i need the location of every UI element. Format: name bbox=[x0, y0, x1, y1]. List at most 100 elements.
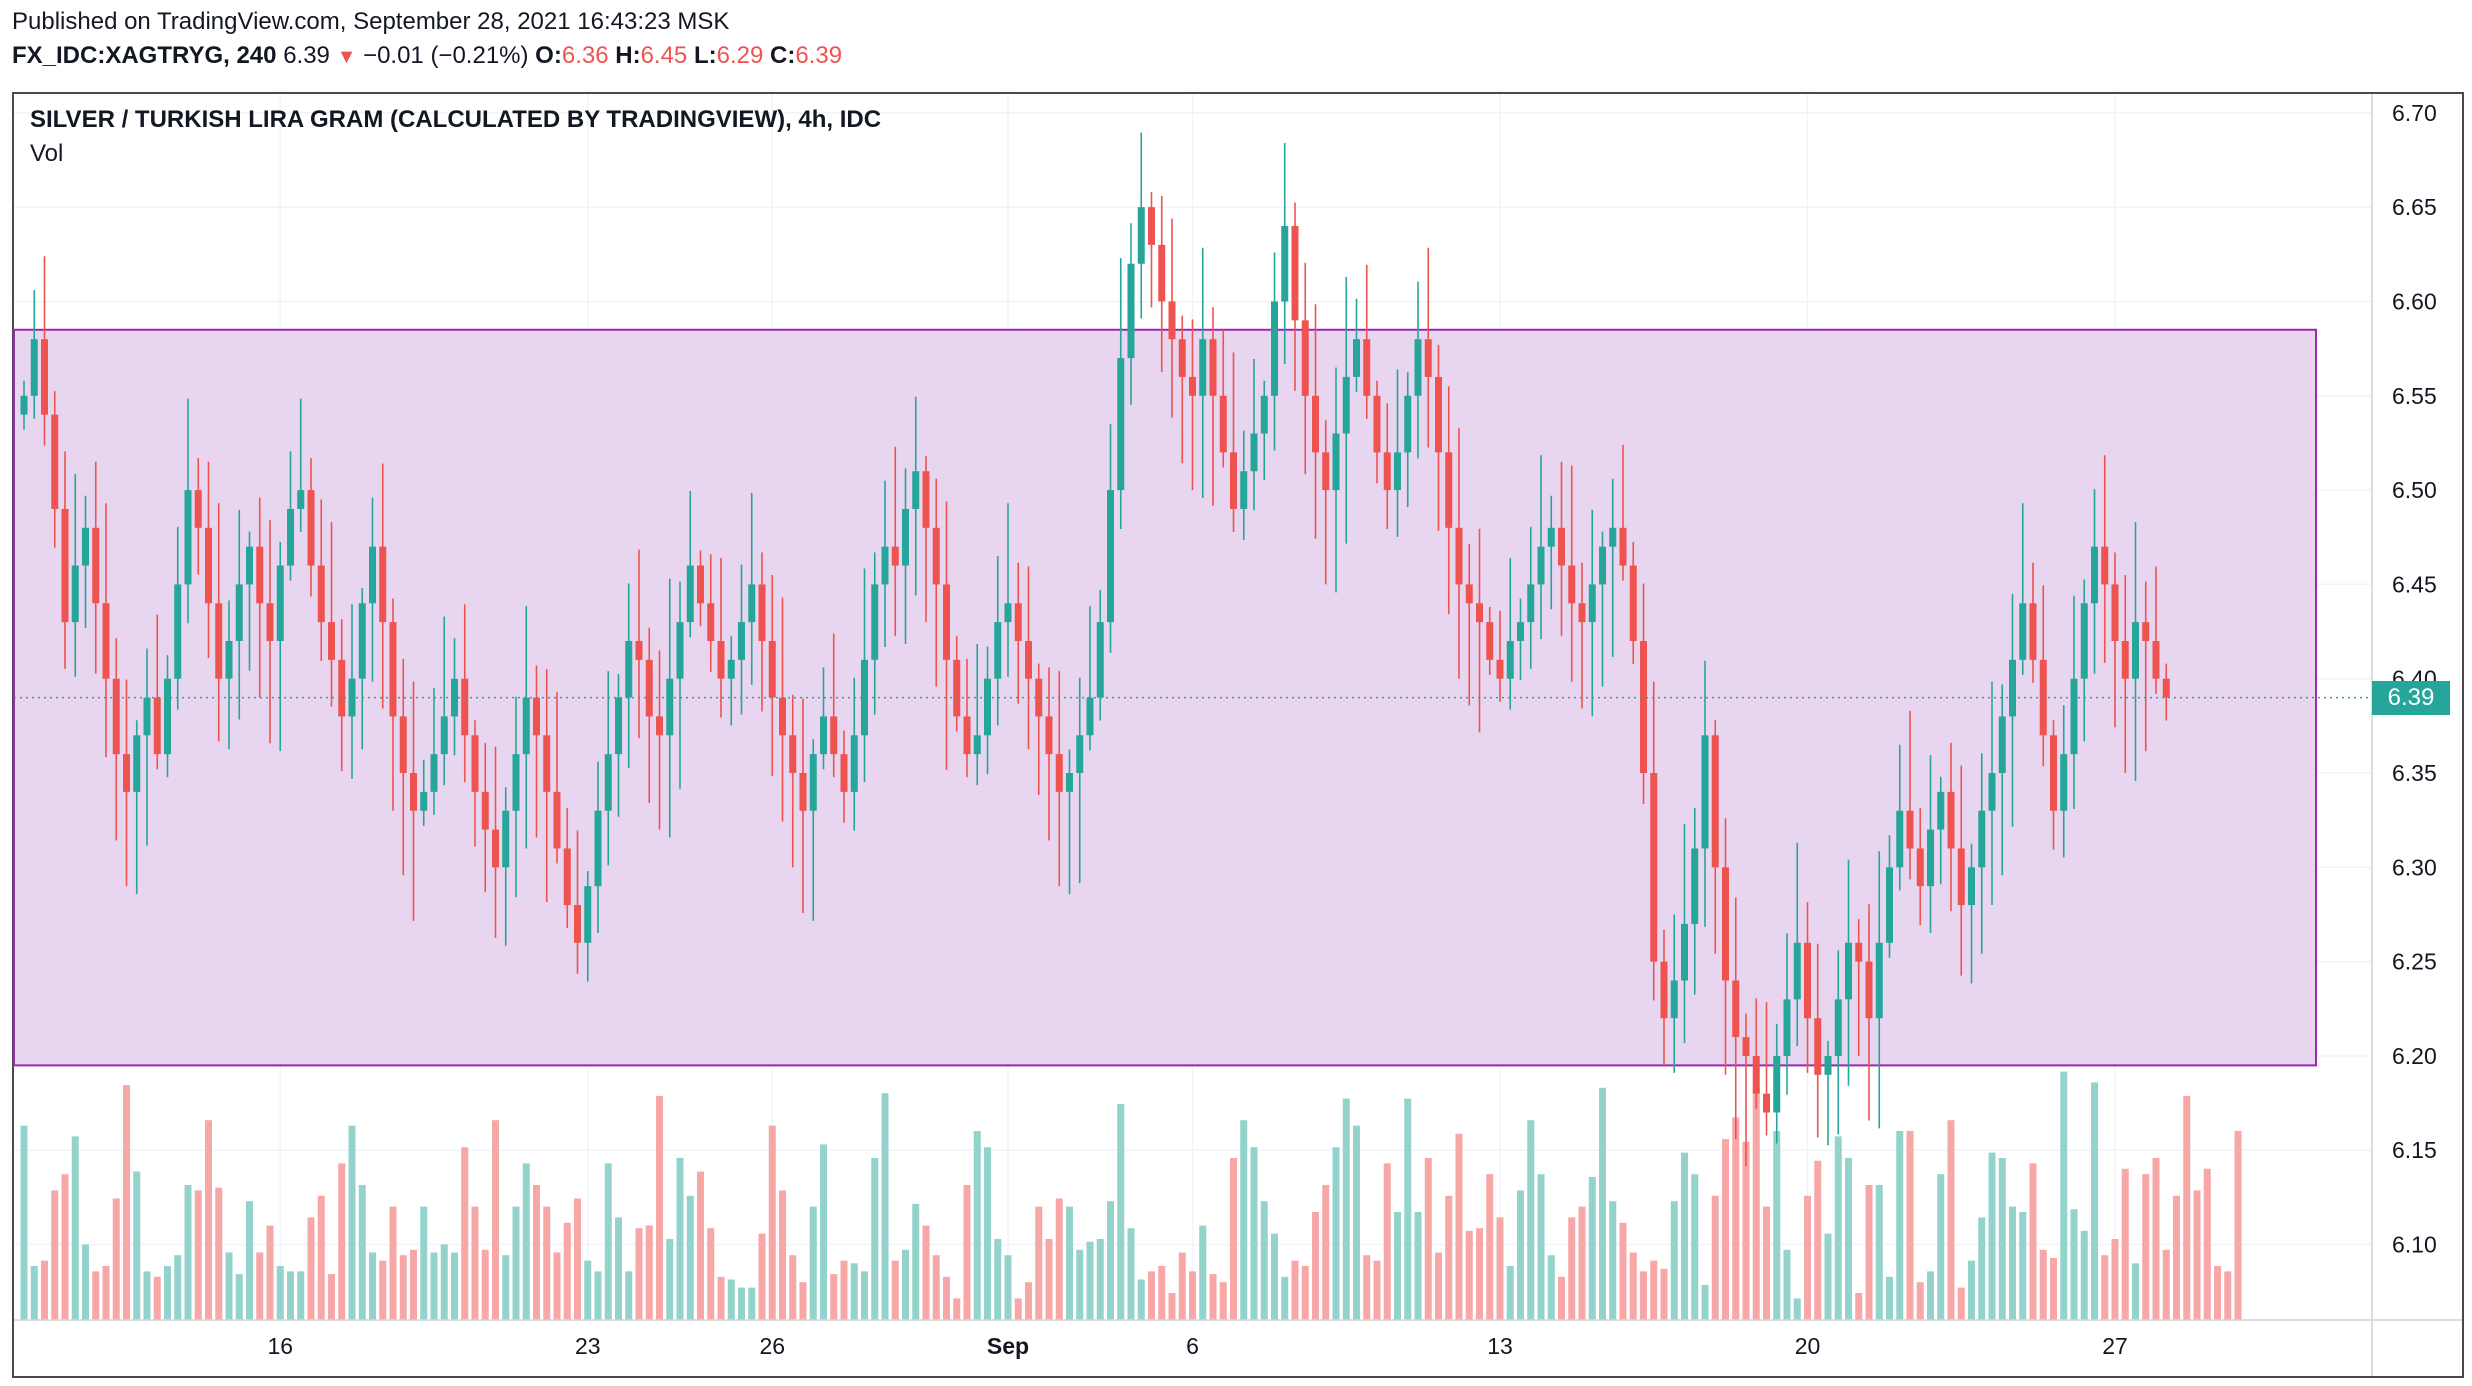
candle-body bbox=[861, 659, 868, 736]
candle-body bbox=[1886, 867, 1893, 943]
candle-body bbox=[2121, 640, 2129, 679]
volume-bar bbox=[1578, 1206, 1586, 1320]
volume-bar bbox=[1209, 1274, 1217, 1320]
candle-body bbox=[451, 678, 458, 717]
volume-bar bbox=[768, 1125, 776, 1320]
candle-body bbox=[2009, 659, 2016, 717]
price-tick-label: 6.20 bbox=[2392, 1043, 2437, 1069]
candle-body bbox=[1957, 848, 1965, 906]
volume-bar bbox=[2132, 1263, 2139, 1320]
candle-body bbox=[932, 527, 940, 585]
close-value: 6.39 bbox=[795, 42, 843, 69]
candle-body bbox=[1814, 1018, 1822, 1075]
candle-body bbox=[1424, 339, 1432, 377]
volume-bar bbox=[287, 1271, 294, 1320]
candle-body bbox=[2101, 546, 2109, 585]
candle-body bbox=[522, 697, 530, 755]
volume-bar bbox=[297, 1271, 305, 1320]
volume-bar bbox=[1486, 1174, 1494, 1320]
volume-bar bbox=[2009, 1206, 2016, 1320]
volume-bar bbox=[1199, 1225, 1207, 1320]
candle-body bbox=[389, 622, 397, 717]
volume-bar bbox=[430, 1252, 438, 1320]
volume-bar bbox=[830, 1274, 838, 1320]
candle-body bbox=[1055, 754, 1063, 792]
volume-bar bbox=[61, 1174, 69, 1320]
volume-bar bbox=[358, 1185, 366, 1320]
volume-bar bbox=[1640, 1271, 1647, 1320]
volume-bar bbox=[1045, 1239, 1053, 1320]
candle-body bbox=[553, 791, 561, 849]
price-tick-label: 6.65 bbox=[2392, 194, 2437, 220]
candle-body bbox=[1988, 773, 1996, 811]
price-tick-label: 6.25 bbox=[2392, 949, 2437, 975]
candle-body bbox=[266, 603, 274, 641]
candle-body bbox=[1773, 1055, 1781, 1113]
candle-body bbox=[922, 471, 930, 528]
candle-body bbox=[399, 716, 407, 774]
candle-body bbox=[1691, 848, 1699, 924]
candle-body bbox=[758, 584, 766, 641]
volume-bar bbox=[2203, 1168, 2211, 1320]
volume-bar bbox=[2234, 1131, 2242, 1320]
candle-body bbox=[1178, 339, 1186, 377]
candle-body bbox=[1609, 527, 1617, 547]
volume-bar bbox=[71, 1136, 79, 1320]
candle-body bbox=[256, 546, 264, 604]
price-change: −0.01 (−0.21%) bbox=[363, 42, 529, 69]
candle-body bbox=[1291, 226, 1299, 321]
symbol-name: FX_IDC:XAGTRYG, 240 bbox=[12, 42, 277, 69]
candle-body bbox=[379, 546, 387, 623]
volume-bar bbox=[1383, 1163, 1391, 1320]
volume-bar bbox=[1035, 1206, 1043, 1320]
candle-body bbox=[1414, 339, 1422, 396]
candle-body bbox=[1711, 735, 1719, 868]
last-price-tag: 6.39 bbox=[2372, 680, 2450, 715]
candle-body bbox=[1383, 452, 1391, 491]
down-arrow-icon: ▼ bbox=[336, 46, 357, 68]
candle-body bbox=[276, 565, 284, 641]
candle-body bbox=[1547, 527, 1555, 547]
volume-bar bbox=[225, 1252, 233, 1320]
volume-bar bbox=[943, 1276, 950, 1320]
volume-bar bbox=[1886, 1276, 1893, 1320]
volume-bar bbox=[1363, 1255, 1371, 1320]
candle-body bbox=[82, 527, 89, 566]
candle-body bbox=[92, 527, 100, 604]
candle-body bbox=[1804, 942, 1811, 1019]
candle-body bbox=[1035, 678, 1043, 717]
high-label: H: bbox=[615, 42, 641, 69]
candle-body bbox=[1599, 546, 1606, 585]
candle-body bbox=[2070, 678, 2078, 755]
candle-body bbox=[112, 678, 120, 755]
candle-body bbox=[1998, 716, 2006, 774]
volume-bar bbox=[1711, 1195, 1719, 1320]
time-tick-label: 6 bbox=[1186, 1333, 1199, 1359]
volume-bar bbox=[1742, 1141, 1750, 1320]
candle-body bbox=[1076, 735, 1084, 774]
volume-bar bbox=[1763, 1206, 1770, 1320]
volume-bar bbox=[256, 1252, 264, 1320]
candle-body bbox=[1004, 603, 1012, 623]
symbol-ohlc-line: FX_IDC:XAGTRYG, 240 6.39 ▼ −0.01 (−0.21%… bbox=[12, 42, 842, 70]
candle-body bbox=[1342, 376, 1350, 434]
volume-bar bbox=[1957, 1287, 1965, 1320]
volume-bar bbox=[317, 1195, 325, 1320]
candle-body bbox=[194, 490, 202, 528]
candle-body bbox=[2132, 622, 2139, 679]
candle-body bbox=[502, 810, 510, 868]
volume-bar bbox=[840, 1260, 848, 1320]
volume-bar bbox=[922, 1225, 930, 1320]
volume-bar bbox=[1670, 1201, 1678, 1320]
volume-bar bbox=[1814, 1160, 1822, 1320]
volume-bar bbox=[1076, 1249, 1084, 1320]
price-tick-label: 6.70 bbox=[2392, 100, 2437, 126]
candle-body bbox=[748, 584, 756, 623]
candle-body bbox=[1281, 226, 1289, 302]
volume-bar bbox=[153, 1276, 161, 1320]
volume-bar bbox=[2193, 1190, 2201, 1320]
volume-bar bbox=[1793, 1298, 1801, 1320]
volume-bar bbox=[51, 1190, 59, 1320]
volume-bar bbox=[902, 1249, 909, 1320]
